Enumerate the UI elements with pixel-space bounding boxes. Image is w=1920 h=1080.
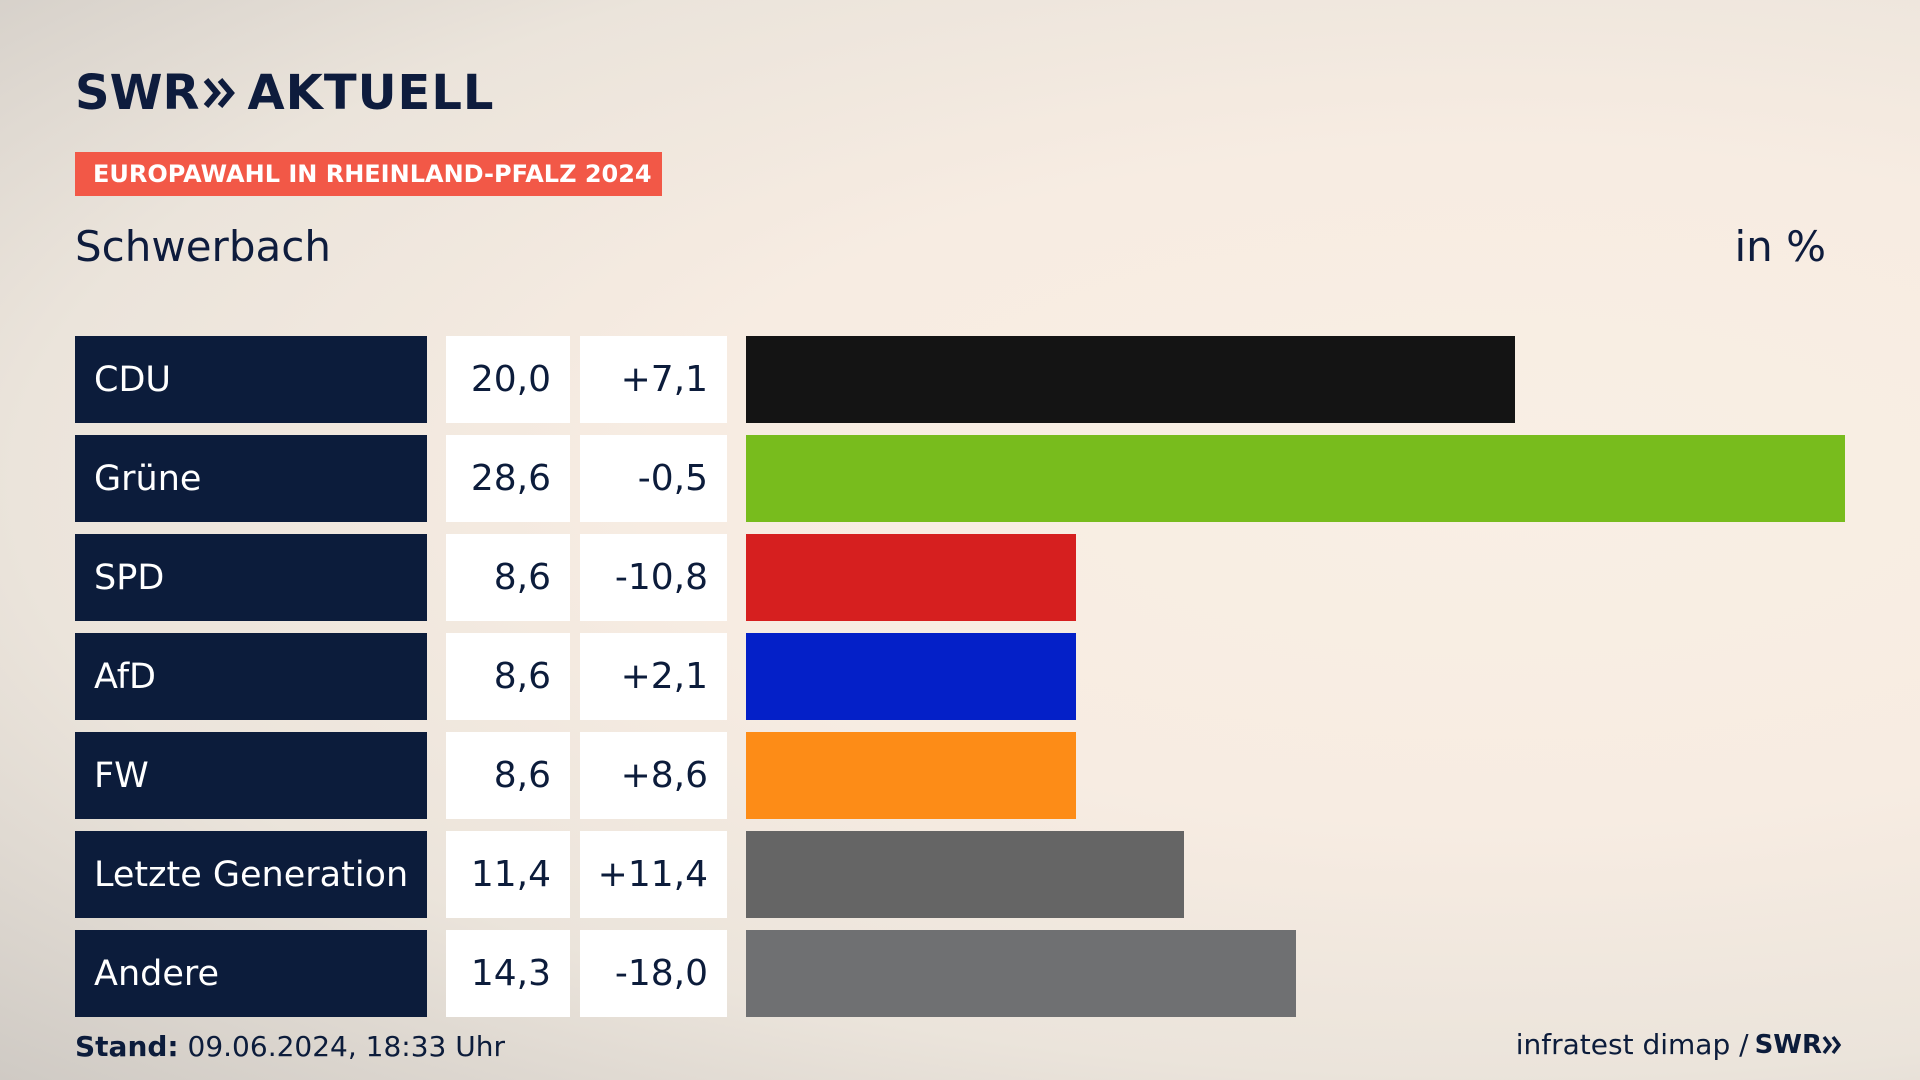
- result-row: AfD 8,6 +2,1: [75, 633, 1845, 720]
- logo-aktuell-text: AKTUELL: [247, 65, 495, 121]
- party-label: Andere: [75, 930, 427, 1017]
- election-badge: EUROPAWAHL IN RHEINLAND-PFALZ 2024: [75, 152, 662, 196]
- party-label: Grüne: [75, 435, 427, 522]
- vote-share-value: 8,6: [446, 732, 570, 819]
- party-label: CDU: [75, 336, 427, 423]
- party-label: FW: [75, 732, 427, 819]
- vote-share-value: 28,6: [446, 435, 570, 522]
- vote-share-change: +2,1: [580, 633, 727, 720]
- vote-share-change: +7,1: [580, 336, 727, 423]
- result-bar: [746, 831, 1184, 918]
- vote-share-value: 11,4: [446, 831, 570, 918]
- party-label: AfD: [75, 633, 427, 720]
- result-bar: [746, 435, 1845, 522]
- vote-share-change: -0,5: [580, 435, 727, 522]
- stand-label: Stand:: [75, 1030, 179, 1063]
- result-bar: [746, 534, 1076, 621]
- party-label: Letzte Generation: [75, 831, 427, 918]
- result-bar: [746, 930, 1296, 1017]
- vote-share-change: +8,6: [580, 732, 727, 819]
- vote-share-value: 20,0: [446, 336, 570, 423]
- vote-share-change: +11,4: [580, 831, 727, 918]
- vote-share-change: -10,8: [580, 534, 727, 621]
- swr-aktuell-logo: SWR AKTUELL: [75, 65, 495, 121]
- swr-small-logo-text: SWR: [1754, 1029, 1822, 1060]
- vote-share-value: 14,3: [446, 930, 570, 1017]
- source-text: infratest dimap /: [1515, 1028, 1749, 1061]
- small-chevron-icon: [1822, 1035, 1842, 1054]
- vote-share-value: 8,6: [446, 633, 570, 720]
- result-row: Andere 14,3 -18,0: [75, 930, 1845, 1017]
- double-chevron-icon: [203, 76, 237, 110]
- result-bar: [746, 633, 1076, 720]
- location-title: Schwerbach: [75, 222, 331, 271]
- source-credit: infratest dimap / SWR: [1516, 1028, 1844, 1061]
- unit-label: in %: [1734, 222, 1826, 271]
- result-row: SPD 8,6 -10,8: [75, 534, 1845, 621]
- result-bar: [746, 732, 1076, 819]
- timestamp: Stand: 09.06.2024, 18:33 Uhr: [75, 1030, 505, 1063]
- result-row: FW 8,6 +8,6: [75, 732, 1845, 819]
- party-label: SPD: [75, 534, 427, 621]
- result-row: CDU 20,0 +7,1: [75, 336, 1845, 423]
- logo-swr-text: SWR: [75, 65, 200, 121]
- result-bar: [746, 336, 1515, 423]
- swr-small-logo: SWR: [1755, 1030, 1844, 1060]
- vote-share-value: 8,6: [446, 534, 570, 621]
- result-row: Letzte Generation 11,4 +11,4: [75, 831, 1845, 918]
- stand-value: 09.06.2024, 18:33 Uhr: [187, 1030, 505, 1063]
- vote-share-change: -18,0: [580, 930, 727, 1017]
- result-row: Grüne 28,6 -0,5: [75, 435, 1845, 522]
